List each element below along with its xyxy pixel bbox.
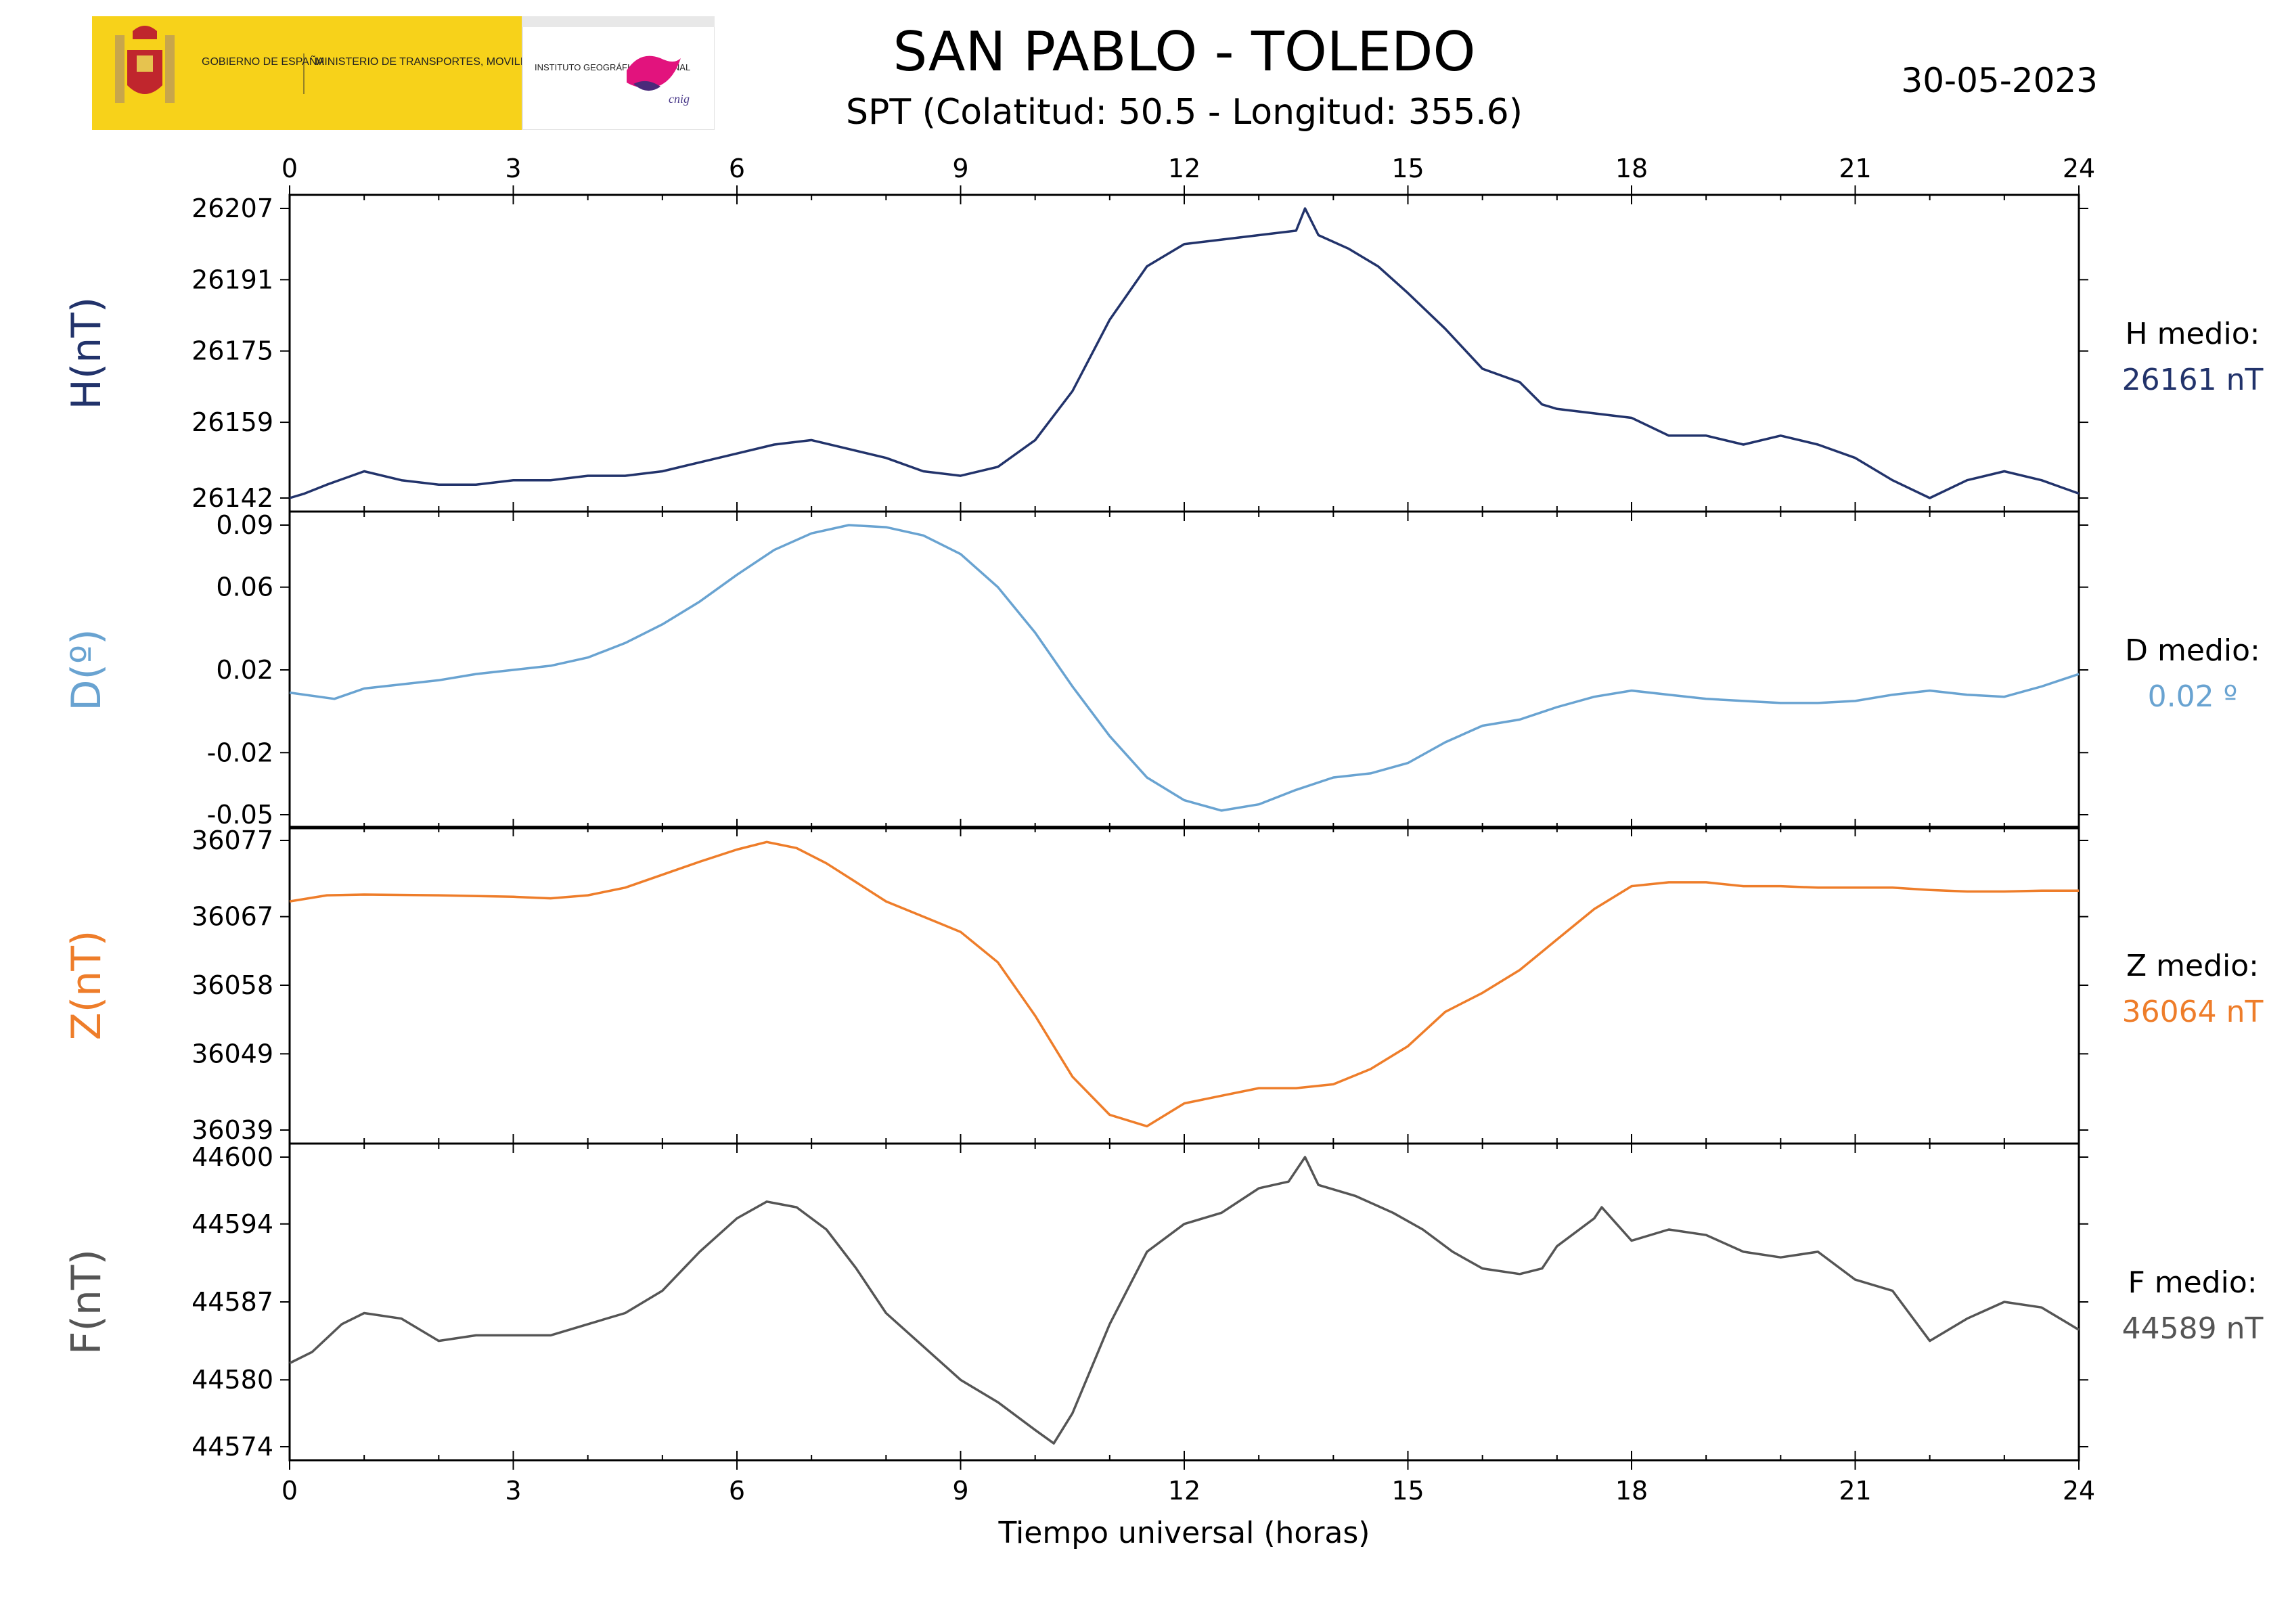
ign-splash-icon bbox=[627, 55, 681, 91]
xtick-label-top: 18 bbox=[1615, 154, 1648, 183]
panel-Z-ylabel: Z(nT) bbox=[63, 930, 110, 1041]
panel-F-ytick-label: 44594 bbox=[192, 1209, 273, 1239]
panel-D-ytick-label: -0.05 bbox=[207, 800, 273, 830]
series-Z-line bbox=[289, 840, 2079, 1128]
panel-F-ylabel: F(nT) bbox=[63, 1249, 110, 1355]
gobierno-logo-background bbox=[92, 16, 522, 130]
xtick-label-top: 12 bbox=[1168, 154, 1200, 183]
xtick-label-bottom: 0 bbox=[282, 1476, 298, 1506]
panel-F-ytick-label: 44600 bbox=[192, 1142, 273, 1172]
panel-Z: 36039 36049 36058 36067 36077 Z(nT) Z medio: 36… bbox=[63, 826, 2263, 1145]
panel-H-frame bbox=[288, 194, 2080, 513]
page-subtitle: SPT (Colatitud: 50.5 - Longitud: 355.6) bbox=[845, 92, 1523, 133]
panel-H-ytick-label: 26207 bbox=[192, 194, 273, 223]
cnig-text: cnig bbox=[669, 92, 690, 106]
panel-Z-ytick-label: 36067 bbox=[192, 902, 273, 932]
panel-F-mean-value: 44589 nT bbox=[2122, 1311, 2264, 1346]
panel-H-ytick-label: 26142 bbox=[192, 483, 273, 513]
panel-H-ylabel: H(nT) bbox=[63, 297, 110, 410]
xtick-label-bottom: 9 bbox=[952, 1476, 968, 1506]
logo-banner: GOBIERNO DE ESPAÑA MINISTERIO DE TRANSPO… bbox=[92, 16, 715, 130]
xtick-label-top: 24 bbox=[2063, 154, 2095, 183]
panel-H-ytick-label: 26159 bbox=[192, 407, 273, 437]
panel-D: -0.05 -0.02 0.02 0.06 0.09 D(º) D medio: 0.02 º bbox=[63, 510, 2260, 830]
panel-H-ytick-label: 26191 bbox=[192, 265, 273, 294]
panel-Z-ytick-label: 36058 bbox=[192, 970, 273, 1000]
panel-D-mean-value: 0.02 º bbox=[2148, 679, 2238, 714]
xtick-label-bottom: 15 bbox=[1391, 1476, 1424, 1506]
xtick-label-bottom: 6 bbox=[729, 1476, 745, 1506]
panel-F-ytick-label: 44580 bbox=[192, 1365, 273, 1395]
panel-Z-mean-value: 36064 nT bbox=[2122, 995, 2264, 1029]
xtick-label-bottom: 12 bbox=[1168, 1476, 1200, 1506]
panel-Z-frame bbox=[288, 826, 2080, 1145]
series-D-line bbox=[289, 524, 2080, 812]
panel-D-ytick-label: -0.02 bbox=[207, 738, 273, 767]
panel-Z-ytick-label: 36049 bbox=[192, 1039, 273, 1068]
panel-H-ytick-label: 26175 bbox=[192, 336, 273, 366]
panel-F-ytick-label: 44587 bbox=[192, 1287, 273, 1317]
ign-logo-background bbox=[522, 16, 715, 130]
panel-D-frame bbox=[288, 510, 2080, 830]
page-title: SAN PABLO - TOLEDO bbox=[893, 20, 1476, 83]
panel-F-frame bbox=[288, 1142, 2080, 1462]
gobierno-text: GOBIERNO DE ESPAÑA bbox=[202, 54, 324, 68]
panel-D-mean-label: D medio: bbox=[2125, 633, 2260, 668]
xtick-label-top: 9 bbox=[952, 154, 968, 183]
xtick-label-top: 6 bbox=[729, 154, 745, 183]
xtick-label-top: 21 bbox=[1839, 154, 1871, 183]
panel-Z-ytick-label: 36039 bbox=[192, 1115, 273, 1145]
panel-F-ytick-label: 44574 bbox=[192, 1432, 273, 1462]
xtick-label-bottom: 21 bbox=[1839, 1476, 1871, 1506]
panel-H-mean-label: H medio: bbox=[2126, 317, 2260, 351]
xtick-label-top: 0 bbox=[282, 154, 298, 183]
date-label: 30-05-2023 bbox=[1901, 61, 2098, 100]
x-axis-label: Tiempo universal (horas) bbox=[998, 1516, 1370, 1550]
panel-D-ytick-label: 0.09 bbox=[216, 510, 273, 540]
panel-F-mean-label: F medio: bbox=[2128, 1265, 2257, 1300]
panel-H: 26142 26159 26175 26191 26207 H(nT) H medio: 26… bbox=[63, 194, 2263, 513]
panel-D-ytick-label: 0.02 bbox=[216, 655, 273, 685]
panel-Z-ytick-label: 36077 bbox=[192, 826, 273, 855]
panel-D-ytick-label: 0.06 bbox=[216, 572, 273, 602]
panel-Z-mean-label: Z medio: bbox=[2126, 949, 2259, 983]
series-H-line bbox=[289, 207, 2080, 499]
series-F-line bbox=[289, 1156, 2080, 1445]
xtick-label-bottom: 3 bbox=[505, 1476, 521, 1506]
xtick-label-top: 15 bbox=[1391, 154, 1424, 183]
xtick-label-bottom: 24 bbox=[2063, 1476, 2095, 1506]
panel-H-mean-value: 26161 nT bbox=[2122, 363, 2264, 397]
panel-D-ylabel: D(º) bbox=[63, 629, 110, 710]
xtick-label-top: 3 bbox=[505, 154, 521, 183]
xtick-label-bottom: 18 bbox=[1615, 1476, 1648, 1506]
coat-of-arms-icon bbox=[115, 26, 175, 103]
panel-F: 44574 44580 44587 44594 44600 F(nT) F medio: 44… bbox=[63, 1142, 2263, 1462]
